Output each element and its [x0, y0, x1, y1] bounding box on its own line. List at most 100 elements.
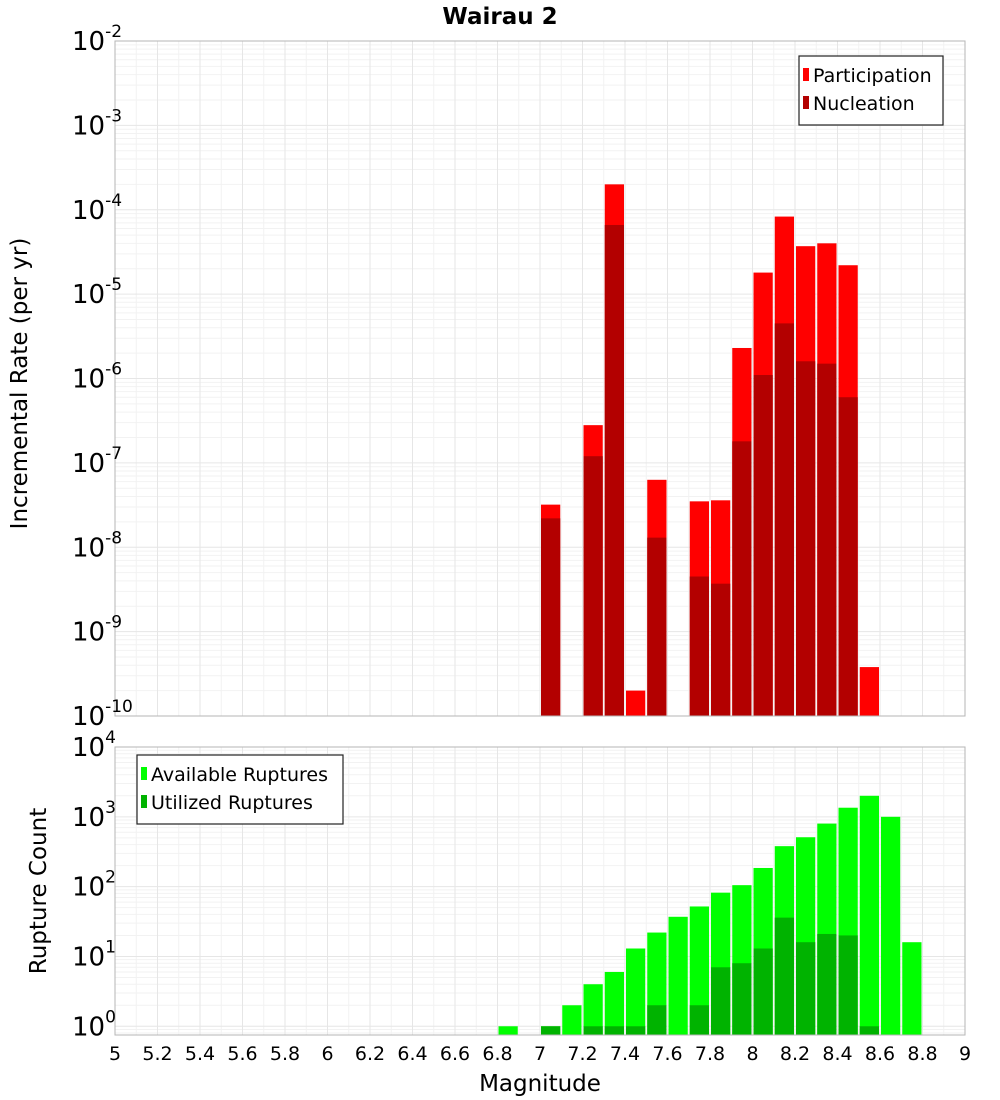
chart-title: Wairau 2	[442, 4, 557, 30]
legend-label: Available Ruptures	[151, 764, 328, 786]
tick-base: 10	[72, 1012, 105, 1042]
tick-base: 10	[72, 365, 105, 395]
tick-base: 10	[72, 280, 105, 310]
y-tick-label: 10-3	[72, 106, 122, 141]
tick-base: 10	[72, 196, 105, 226]
bar-utilized-ruptures	[838, 935, 858, 1035]
tick-base: 10	[72, 803, 105, 833]
tick-exponent: -4	[105, 191, 122, 211]
x-tick-label: 8.4	[822, 1043, 852, 1065]
tick-base: 10	[72, 942, 105, 972]
bar-available-ruptures	[689, 906, 709, 1035]
bar-participation	[859, 667, 879, 716]
plot-frame	[114, 746, 966, 1036]
bar-available-ruptures	[498, 1026, 518, 1035]
tick-base: 10	[72, 618, 105, 648]
x-tick-label: 5.4	[185, 1043, 215, 1065]
x-tick-label: 5	[109, 1043, 121, 1065]
bar-utilized-ruptures	[774, 917, 794, 1035]
legend-swatch	[803, 96, 809, 109]
tick-exponent: -6	[105, 360, 122, 380]
tick-exponent: -3	[105, 106, 122, 126]
tick-exponent: 0	[105, 1007, 116, 1027]
bar-nucleation	[796, 361, 816, 716]
x-axis-label: Magnitude	[479, 1071, 601, 1097]
legend-swatch	[803, 68, 809, 81]
bar-utilized-ruptures	[817, 933, 837, 1035]
legend-label: Participation	[813, 65, 932, 87]
tick-exponent: -9	[105, 613, 122, 633]
y-tick-label: 10-9	[72, 613, 122, 648]
x-tick-label: 6.8	[482, 1043, 512, 1065]
tick-exponent: -2	[105, 22, 122, 42]
x-tick-label: 7.8	[695, 1043, 725, 1065]
x-tick-label: 6.2	[355, 1043, 385, 1065]
bar-nucleation	[604, 224, 624, 716]
bar-utilized-ruptures	[604, 1026, 624, 1035]
x-tick-label: 9	[959, 1043, 971, 1065]
tick-exponent: -8	[105, 528, 122, 548]
tick-base: 10	[72, 702, 105, 732]
bar-utilized-ruptures	[689, 1005, 709, 1035]
x-tick-label: 8.2	[780, 1043, 810, 1065]
x-tick-label: 6.6	[440, 1043, 470, 1065]
bar-nucleation	[753, 375, 773, 716]
x-tick-label: 7.2	[567, 1043, 597, 1065]
tick-exponent: 3	[105, 798, 116, 818]
bar-utilized-ruptures	[753, 948, 773, 1035]
x-tick-label: 7.6	[652, 1043, 682, 1065]
bar-utilized-ruptures	[647, 1005, 667, 1035]
bar-available-ruptures	[859, 795, 879, 1035]
legend: Available Ruptures Utilized Ruptures	[136, 754, 344, 825]
x-tick-label: 8.6	[865, 1043, 895, 1065]
x-tick-label: 5.2	[142, 1043, 172, 1065]
legend-swatch	[141, 767, 147, 780]
y-tick-label: 101	[72, 937, 116, 972]
tick-exponent: 1	[105, 937, 116, 957]
bar-utilized-ruptures	[541, 1026, 561, 1035]
tick-base: 10	[72, 873, 105, 903]
bar-available-ruptures	[668, 916, 688, 1035]
y-axis-label: Rupture Count	[26, 808, 52, 974]
y-tick-label: 10-4	[72, 191, 122, 226]
bar-nucleation	[689, 576, 709, 716]
x-tick-label: 7.4	[610, 1043, 640, 1065]
bar-utilized-ruptures	[711, 967, 731, 1035]
tick-base: 10	[72, 27, 105, 57]
y-tick-label: 10-8	[72, 528, 122, 563]
y-tick-label: 104	[72, 728, 116, 763]
bar-available-ruptures	[604, 971, 624, 1035]
tick-base: 10	[72, 449, 105, 479]
tick-exponent: 2	[105, 868, 116, 888]
bar-participation	[626, 690, 646, 716]
y-tick-label: 100	[72, 1007, 116, 1042]
x-tick-label: 5.6	[227, 1043, 257, 1065]
y-tick-label: 10-7	[72, 444, 122, 479]
chart-labels: Incremental Rate (per yr) Wairau 2 Rupture…	[7, 4, 601, 1097]
y-tick-label: 10-6	[72, 360, 122, 395]
legend-label: Nucleation	[813, 93, 915, 115]
bar-nucleation	[647, 537, 667, 716]
tick-base: 10	[72, 533, 105, 563]
tick-exponent: -7	[105, 444, 122, 464]
y-tick-label: 10-2	[72, 22, 122, 57]
bar-available-ruptures	[902, 942, 922, 1035]
bar-available-ruptures	[881, 816, 901, 1035]
legend-box	[798, 55, 944, 126]
bar-available-ruptures	[626, 948, 646, 1035]
tick-exponent: 4	[105, 728, 116, 748]
x-tick-label: 7	[534, 1043, 546, 1065]
bar-utilized-ruptures	[732, 963, 752, 1035]
bar-utilized-ruptures	[626, 1026, 646, 1035]
y-axis-label: Incremental Rate (per yr)	[7, 238, 33, 530]
bar-nucleation	[774, 323, 794, 716]
legend: Participation Nucleation	[798, 55, 944, 126]
y-tick-label: 10-10	[72, 697, 133, 732]
bar-available-ruptures	[562, 1005, 582, 1035]
bar-nucleation	[732, 441, 752, 716]
plot-frame	[114, 40, 966, 717]
bar-nucleation	[583, 456, 603, 716]
